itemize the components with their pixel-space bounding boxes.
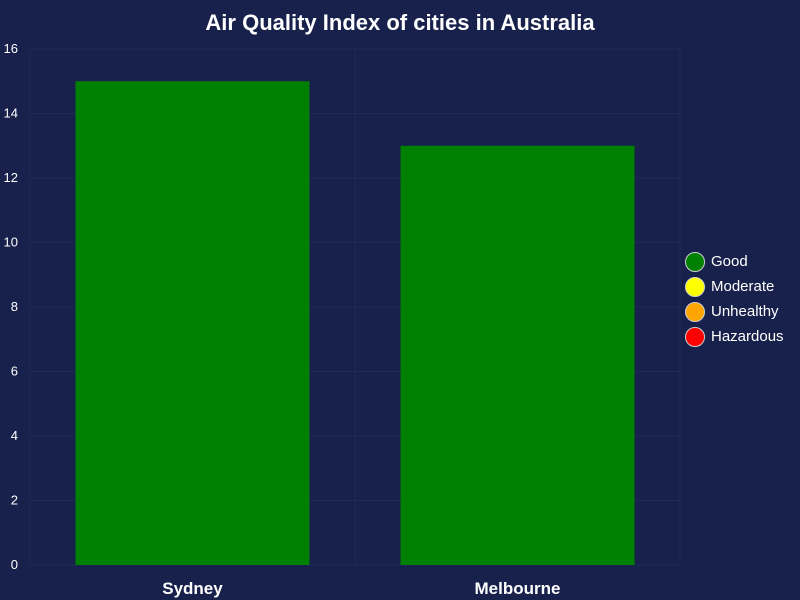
legend-item: Hazardous [685,324,784,349]
x-tick-label: Melbourne [475,579,561,598]
y-tick-label: 6 [11,364,18,379]
legend-label: Hazardous [711,328,784,345]
legend-swatch [685,276,705,297]
legend-label: Unhealthy [711,303,779,320]
y-tick-label: 4 [11,428,18,443]
legend-label: Good [711,253,748,270]
y-tick-label: 16 [4,41,18,56]
x-tick-label: Sydney [162,579,223,598]
bar-sydney [75,81,310,565]
legend-item: Moderate [685,274,784,299]
legend-swatch [685,251,705,272]
y-tick-label: 8 [11,299,18,314]
bar-melbourne [400,145,635,565]
legend-swatch [685,326,705,347]
y-tick-label: 0 [11,557,18,572]
y-tick-label: 10 [4,235,18,250]
chart-title: Air Quality Index of cities in Australia [205,10,595,35]
y-tick-label: 14 [4,106,18,121]
legend-item: Good [685,249,784,274]
y-tick-label: 12 [4,170,18,185]
chart-legend: Good Moderate Unhealthy Hazardous [685,249,784,349]
legend-item: Unhealthy [685,299,784,324]
y-tick-label: 2 [11,493,18,508]
legend-swatch [685,301,705,322]
legend-label: Moderate [711,278,775,295]
